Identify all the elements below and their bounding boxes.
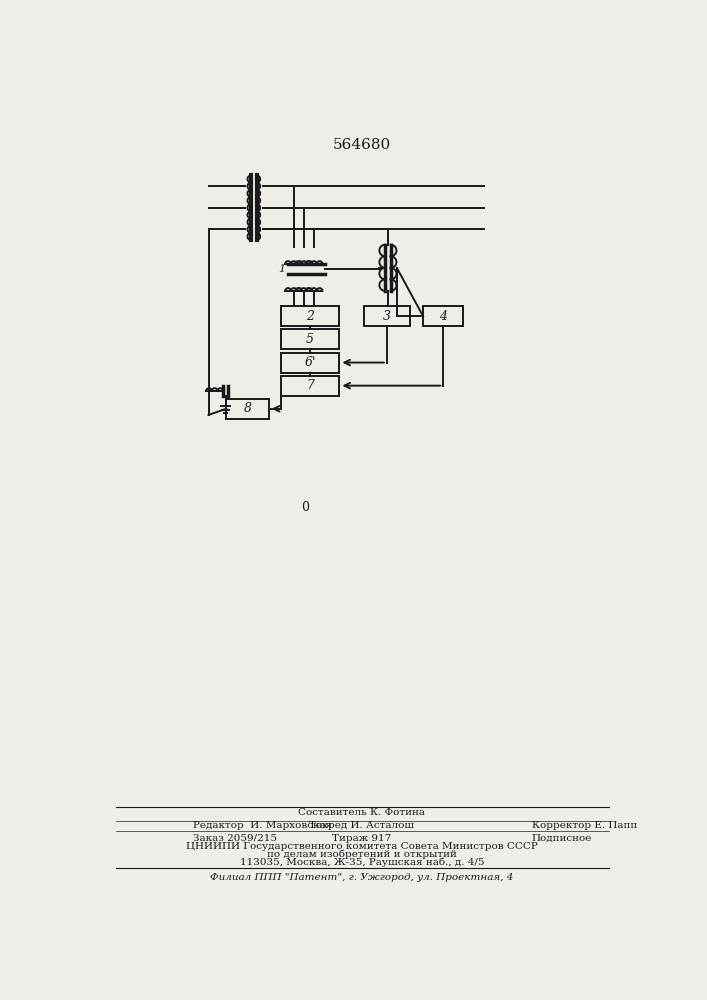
- Bar: [281, 353, 339, 373]
- Text: 113035, Москва, Ж-35, Раушская наб., д. 4/5: 113035, Москва, Ж-35, Раушская наб., д. …: [240, 858, 484, 867]
- Text: Заказ 2059/215: Заказ 2059/215: [193, 834, 277, 843]
- Text: 564680: 564680: [333, 138, 391, 152]
- Text: Тираж 917: Тираж 917: [332, 834, 392, 843]
- Text: 1: 1: [279, 264, 286, 274]
- Text: по делам изобретений и открытий: по делам изобретений и открытий: [267, 850, 457, 859]
- Bar: [423, 306, 464, 326]
- Text: 8: 8: [244, 402, 252, 415]
- Text: Составитель К. Фотина: Составитель К. Фотина: [298, 808, 426, 817]
- Text: 3: 3: [382, 310, 391, 323]
- Text: Техред И. Асталош: Техред И. Асталош: [310, 821, 414, 830]
- Text: 5: 5: [306, 333, 314, 346]
- Text: 0: 0: [301, 501, 310, 514]
- Text: Подписное: Подписное: [532, 834, 592, 843]
- Bar: [363, 306, 410, 326]
- Bar: [281, 376, 339, 396]
- Text: Филиал ППП "Патент", г. Ужгород, ул. Проектная, 4: Филиал ППП "Патент", г. Ужгород, ул. Про…: [210, 873, 514, 882]
- Text: ЦНИИПИ Государственного комитета Совета Министров СССР: ЦНИИПИ Государственного комитета Совета …: [186, 842, 538, 851]
- Text: 6': 6': [304, 356, 316, 369]
- Text: Редактор  И. Марховская: Редактор И. Марховская: [193, 821, 332, 830]
- Text: 4: 4: [439, 310, 448, 323]
- Bar: [281, 306, 339, 326]
- Text: 7: 7: [306, 379, 314, 392]
- Text: 2: 2: [306, 310, 314, 323]
- Bar: [281, 329, 339, 349]
- Bar: [226, 399, 269, 419]
- Text: Корректор Е. Папп: Корректор Е. Папп: [532, 821, 637, 830]
